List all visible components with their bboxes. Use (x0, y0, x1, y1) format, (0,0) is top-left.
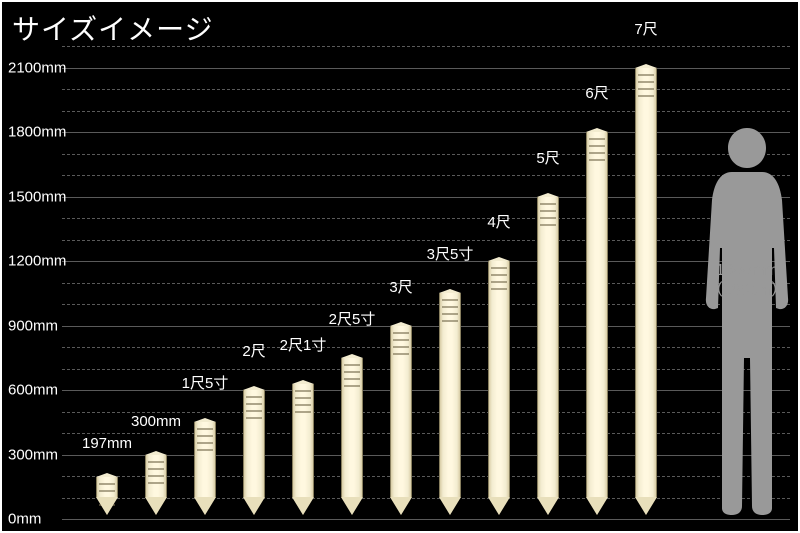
stake (341, 354, 363, 515)
grid-major (62, 390, 790, 391)
stake (390, 322, 412, 516)
bar-label: 4尺 (487, 211, 510, 232)
grid-minor (62, 476, 790, 477)
y-axis-label: 2100mm (8, 59, 66, 76)
plot-area: 197mm300mm1尺5寸2尺2尺1寸2尺5寸3尺3尺5寸4尺5尺6尺7尺18… (62, 46, 790, 515)
chart-frame: サイズイメージ 197mm 300mm 1尺5寸 2尺 2尺1寸2尺5寸 3尺 3尺5寸 4尺… (0, 0, 800, 533)
stake (488, 257, 510, 515)
grid-major (62, 197, 790, 198)
grid-major (62, 132, 790, 133)
y-axis-label: 0mm (8, 511, 41, 528)
stake (439, 289, 461, 515)
bar-label: 1尺5寸 (182, 372, 229, 393)
bar-label: 2尺 (242, 340, 265, 361)
y-axis-label: 900mm (8, 317, 58, 334)
grid-minor (62, 240, 790, 241)
y-axis-label: 1500mm (8, 188, 66, 205)
grid-minor (62, 304, 790, 305)
grid-minor (62, 433, 790, 434)
stake (537, 193, 559, 516)
stake (586, 128, 608, 515)
stake (243, 386, 265, 515)
bar-label: 300mm (131, 413, 181, 430)
bar-label: 2尺5寸 (329, 308, 376, 329)
grid-minor (62, 154, 790, 155)
stake (145, 451, 167, 516)
grid-major (62, 519, 790, 520)
grid-minor (62, 175, 790, 176)
bar-label: 197mm (82, 435, 132, 452)
stake (96, 473, 118, 515)
grid-minor (62, 498, 790, 499)
stake (292, 380, 314, 515)
chart-title: サイズイメージ (12, 8, 214, 48)
bar-label: 5尺 (536, 147, 559, 168)
bar-label: 7尺 (634, 18, 657, 39)
grid-major (62, 326, 790, 327)
bar-label: 3尺5寸 (427, 243, 474, 264)
grid-major (62, 68, 790, 69)
grid-minor (62, 283, 790, 284)
y-axis-label: 1800mm (8, 124, 66, 141)
grid-minor (62, 347, 790, 348)
y-axis-label: 600mm (8, 382, 58, 399)
bar-label: 2尺1寸 (280, 334, 327, 355)
grid-minor (62, 218, 790, 219)
bar-label: 6尺 (585, 82, 608, 103)
person-silhouette (702, 128, 792, 515)
bar-label: 3尺 (389, 276, 412, 297)
grid-minor (62, 89, 790, 90)
grid-minor (62, 369, 790, 370)
grid-minor (62, 46, 790, 47)
stake (194, 418, 216, 515)
y-axis-label: 300mm (8, 446, 58, 463)
grid-major (62, 455, 790, 456)
y-axis-label: 1200mm (8, 253, 66, 270)
grid-minor (62, 111, 790, 112)
stake (635, 64, 657, 516)
silhouette-label: 1800mm（180cm） (707, 261, 787, 303)
